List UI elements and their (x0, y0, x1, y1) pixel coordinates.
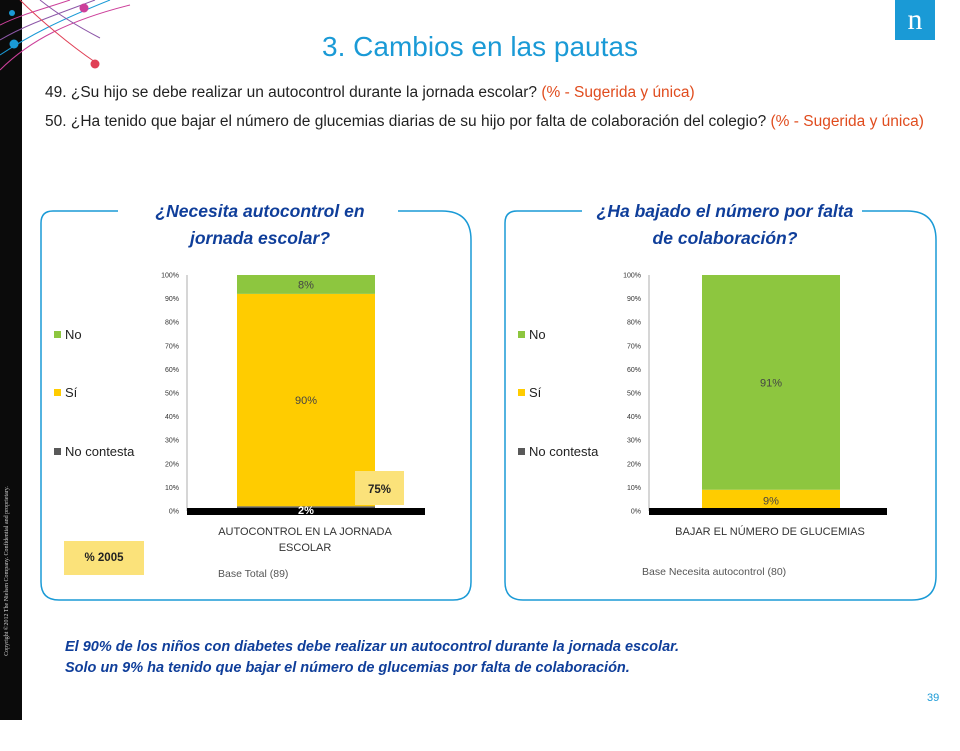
y-tick-label: 100% (623, 273, 641, 280)
legend-item-si-left: Sí (54, 385, 77, 401)
legend-swatch-si (54, 389, 61, 397)
y-tick-label: 30% (165, 438, 179, 445)
y-tick-label: 60% (627, 367, 641, 374)
chart-autocontrol: 0% 10% 20% 30% 40% 50% 60% 70% 80% 90% 100% 2% 90% 8%… (161, 273, 425, 517)
legend-swatch-no-contesta (518, 448, 525, 456)
legend-item-no-right: No (518, 327, 546, 343)
base-text-left: Base Total (89) (218, 568, 289, 580)
conclusion-line-1: El 90% de los niños con diabetes debe re… (65, 639, 679, 655)
nielsen-logo: n (895, 0, 935, 40)
legend-swatch-no (54, 331, 61, 339)
y-tick-label: 80% (627, 320, 641, 327)
bar-segment-si (702, 489, 840, 511)
legend-item-no-contesta-right: No contesta (518, 444, 598, 460)
data-label: 9% (763, 495, 779, 507)
y-tick-label: 50% (627, 391, 641, 398)
y-tick-label: 30% (627, 438, 641, 445)
panel-title-left: ¿Necesita autocontrol en jornada escolar… (130, 198, 390, 252)
category-label-left: AUTOCONTROL EN LA JORNADA ESCOLAR (218, 526, 392, 554)
category-label-right: BAJAR EL NÚMERO DE GLUCEMIAS (675, 526, 865, 538)
y-tick-label: 90% (165, 296, 179, 303)
panel-frame-right (504, 210, 937, 601)
legend-item-si-right: Sí (518, 385, 541, 401)
y-tick-label: 40% (165, 414, 179, 421)
data-label: 91% (760, 377, 782, 389)
page-number: 39 (927, 692, 940, 704)
comparison-2005-value: 75% (355, 471, 404, 505)
question-50: 50. ¿Ha tenido que bajar el número de gl… (45, 113, 924, 130)
base-text-right: Base Necesita autocontrol (80) (642, 566, 787, 578)
bar-segment-si (237, 293, 375, 507)
y-tick-label: 60% (165, 367, 179, 374)
copyright-notice: Copyright ©2012 The Nielsen Company. Con… (4, 486, 10, 656)
chart-glucemias: 0% 10% 20% 30% 40% 50% 60% 70% 80% 90% 100% 9% 91% (623, 273, 887, 516)
y-tick-label: 70% (165, 343, 179, 350)
question-49: 49. ¿Su hijo se debe realizar un autocon… (45, 84, 695, 101)
legend-item-no-left: No (54, 327, 82, 343)
decorative-lines-graphic (0, 0, 131, 71)
y-tick-label: 90% (627, 296, 641, 303)
y-tick-label: 10% (165, 485, 179, 492)
y-tick-label: 20% (627, 461, 641, 468)
y-tick-label: 100% (161, 273, 179, 280)
panel-frame-left (40, 210, 472, 601)
y-tick-label: 50% (165, 391, 179, 398)
data-label: 8% (298, 279, 314, 291)
legend-item-no-contesta-left: No contesta (54, 444, 134, 460)
conclusion-line-2: Solo un 9% ha tenido que bajar el número… (65, 660, 630, 676)
y-tick-label: 0% (631, 509, 641, 516)
bar-segment-no (237, 275, 375, 294)
data-label: 90% (295, 395, 317, 407)
bar-segment-no (702, 275, 840, 490)
y-tick-label: 40% (627, 414, 641, 421)
y-tick-label: 0% (169, 509, 179, 516)
y-tick-label: 70% (627, 343, 641, 350)
slide-title: 3. Cambios en las pautas (322, 31, 638, 62)
data-label-no-contesta: 2% (298, 505, 314, 517)
legend-swatch-no (518, 331, 525, 339)
tag-2005: % 2005 (64, 541, 144, 575)
legend-swatch-no-contesta (54, 448, 61, 456)
left-sidebar-bar (0, 0, 22, 720)
panel-title-right: ¿Ha bajado el número por falta de colabo… (590, 198, 860, 252)
x-axis-band (187, 508, 425, 515)
legend-swatch-si (518, 389, 525, 397)
x-axis-band (649, 508, 887, 515)
y-tick-label: 20% (165, 461, 179, 468)
y-tick-label: 80% (165, 320, 179, 327)
y-tick-label: 10% (627, 485, 641, 492)
